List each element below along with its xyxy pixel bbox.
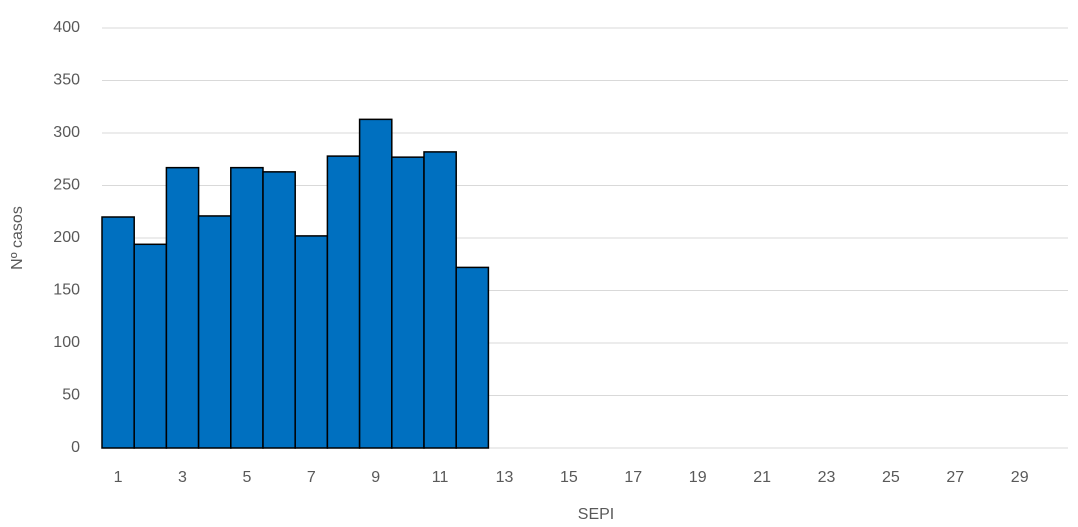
x-axis-title: SEPI: [578, 506, 614, 523]
y-tick-label: 250: [53, 177, 80, 194]
bar: [455, 266, 490, 449]
x-tick-label: 15: [560, 469, 578, 486]
y-tick-label: 350: [53, 72, 80, 89]
bar: [294, 235, 329, 449]
x-tick-label: 13: [496, 469, 514, 486]
bar: [230, 166, 264, 449]
y-tick-label: 200: [53, 229, 80, 246]
bar: [326, 155, 361, 449]
y-axis-title: Nº casos: [9, 206, 26, 270]
x-tick-label: 17: [624, 469, 642, 486]
y-tick-label: 50: [62, 387, 80, 404]
bar: [197, 215, 232, 449]
x-tick-label: 5: [242, 469, 251, 486]
x-tick-label: 7: [307, 469, 316, 486]
x-tick-label: 11: [432, 469, 449, 486]
y-tick-label: 100: [53, 334, 80, 351]
x-tick-label: 19: [689, 469, 707, 486]
y-tick-label: 150: [53, 282, 80, 299]
x-tick-label: 23: [818, 469, 836, 486]
x-tick-label: 25: [882, 469, 900, 486]
y-tick-label: 400: [53, 19, 80, 36]
bar: [423, 151, 457, 449]
bar: [101, 216, 135, 449]
x-tick-label: 1: [114, 469, 123, 486]
bar: [358, 118, 393, 449]
x-tick-label: 3: [178, 469, 187, 486]
x-tick-label: 29: [1011, 469, 1029, 486]
x-tick-label: 9: [371, 469, 380, 486]
bar: [391, 156, 425, 449]
bar: [165, 166, 200, 449]
bar: [262, 171, 296, 449]
bar: [133, 243, 168, 449]
x-tick-label: 27: [946, 469, 964, 486]
y-tick-label: 0: [71, 439, 80, 456]
y-tick-label: 300: [53, 124, 80, 141]
x-tick-label: 21: [753, 469, 771, 486]
